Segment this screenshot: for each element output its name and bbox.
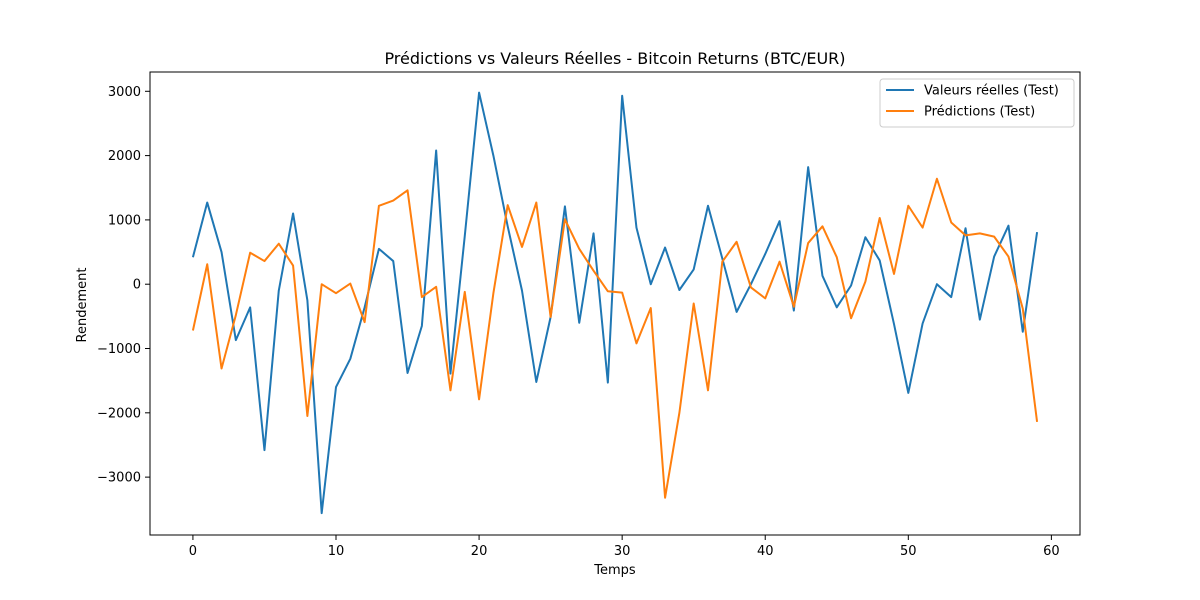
x-tick-label: 0 <box>189 544 197 559</box>
y-tick-label: −3000 <box>97 471 141 486</box>
legend-label-1: Prédictions (Test) <box>924 105 1035 120</box>
y-tick-label: 3000 <box>108 85 141 100</box>
legend-box <box>879 78 1075 128</box>
series-line-1 <box>191 177 1039 499</box>
legend: Valeurs réelles (Test) Prédictions (Test) <box>879 78 1075 128</box>
x-tick-label: 20 <box>471 544 488 559</box>
series-line-0 <box>191 91 1039 515</box>
legend-label-0: Valeurs réelles (Test) <box>924 84 1059 99</box>
x-tick-label: 10 <box>328 544 345 559</box>
plot-frame <box>149 71 1081 536</box>
x-tick-label: 50 <box>900 544 917 559</box>
y-axis: 3000 2000 1000 0 −1000 −2000 −3000 <box>97 85 150 486</box>
plot-area <box>149 71 1081 536</box>
x-axis: 0 10 20 30 40 50 60 <box>189 535 1060 559</box>
y-tick-label: −1000 <box>97 342 141 357</box>
x-tick-label: 30 <box>614 544 631 559</box>
y-axis-label: Rendement <box>75 268 90 343</box>
y-tick-label: 2000 <box>108 149 141 164</box>
y-tick-label: 0 <box>133 278 141 293</box>
x-tick-label: 40 <box>757 544 774 559</box>
y-tick-label: 1000 <box>108 213 141 228</box>
x-tick-label: 60 <box>1043 544 1060 559</box>
chart-title: Prédictions vs Valeurs Réelles - Bitcoin… <box>384 49 845 68</box>
y-tick-label: −2000 <box>97 406 141 421</box>
x-axis-label: Temps <box>593 563 636 578</box>
